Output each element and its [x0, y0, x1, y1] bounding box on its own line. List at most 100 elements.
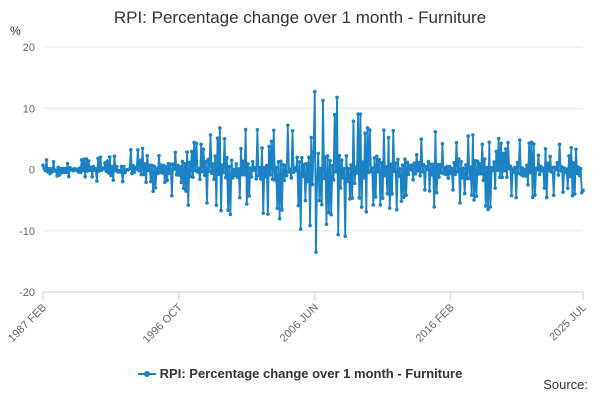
data-point — [505, 175, 509, 179]
data-point — [185, 150, 189, 154]
data-point — [360, 160, 365, 164]
data-point — [377, 157, 381, 162]
data-point — [255, 127, 260, 132]
data-point — [475, 159, 480, 164]
data-point — [546, 161, 550, 166]
data-point — [194, 141, 199, 146]
y-tick-label: -20 — [19, 287, 35, 299]
data-point — [472, 198, 476, 202]
data-point — [512, 170, 516, 174]
data-point — [535, 168, 540, 172]
data-point — [223, 175, 228, 180]
data-point — [115, 164, 119, 169]
data-point — [549, 170, 554, 174]
data-point — [170, 193, 174, 198]
data-point — [177, 173, 181, 177]
data-point — [259, 177, 263, 181]
data-point — [387, 206, 392, 210]
data-point — [396, 157, 400, 162]
data-point — [246, 162, 250, 166]
data-point — [211, 162, 215, 166]
data-point — [383, 173, 387, 178]
data-point — [86, 159, 91, 163]
data-point — [214, 203, 219, 207]
data-point — [179, 180, 184, 185]
data-point — [543, 147, 548, 151]
data-point — [309, 135, 314, 140]
data-point — [250, 160, 255, 164]
data-point — [189, 149, 194, 154]
data-point — [184, 189, 188, 193]
data-point — [93, 166, 98, 171]
data-point — [523, 174, 528, 178]
data-point — [49, 167, 53, 171]
data-point — [180, 159, 185, 164]
data-point — [288, 167, 292, 172]
data-point — [393, 161, 398, 165]
data-point — [364, 210, 369, 214]
data-point — [234, 162, 239, 166]
data-point — [444, 172, 448, 177]
data-point — [109, 173, 113, 178]
data-point — [268, 172, 273, 177]
data-point — [359, 205, 364, 209]
data-point — [271, 128, 276, 133]
data-point — [236, 167, 241, 171]
data-point — [54, 168, 58, 173]
data-point — [451, 188, 455, 192]
data-point — [298, 227, 303, 231]
data-point — [187, 160, 192, 165]
data-point — [220, 163, 225, 168]
data-point — [209, 171, 214, 176]
data-point — [123, 170, 127, 175]
data-point — [329, 212, 333, 217]
data-point — [232, 167, 236, 172]
data-point — [453, 172, 458, 177]
data-point — [78, 170, 83, 175]
data-point — [143, 162, 147, 166]
data-point — [330, 164, 335, 168]
data-point — [418, 173, 422, 178]
data-point — [283, 163, 288, 168]
data-point — [485, 165, 489, 170]
data-point — [106, 171, 111, 175]
data-point — [577, 173, 582, 178]
data-point — [195, 170, 200, 174]
data-point — [406, 172, 411, 177]
data-point — [141, 172, 146, 177]
data-point — [412, 161, 417, 165]
data-point — [500, 175, 504, 180]
data-point — [227, 164, 232, 169]
data-point — [563, 170, 568, 174]
data-point — [508, 164, 513, 168]
data-point — [230, 176, 235, 180]
data-point — [339, 158, 344, 162]
data-point — [247, 194, 251, 198]
data-point — [267, 144, 271, 149]
data-point — [448, 171, 453, 176]
data-point — [371, 203, 376, 207]
data-point — [196, 166, 201, 171]
data-point — [353, 165, 358, 169]
data-point — [344, 154, 349, 158]
data-point — [118, 170, 123, 174]
legend[interactable]: RPI: Percentage change over 1 month - Fu… — [0, 366, 600, 381]
data-point — [483, 204, 488, 208]
data-point — [278, 159, 283, 164]
data-point — [132, 170, 137, 174]
data-point — [564, 167, 569, 171]
data-point — [440, 141, 445, 146]
data-point — [145, 153, 150, 158]
data-point — [425, 167, 430, 172]
data-point — [324, 222, 329, 227]
data-point — [558, 168, 563, 173]
data-point — [350, 196, 355, 200]
data-point — [314, 250, 318, 254]
data-point — [414, 152, 419, 157]
data-point — [433, 129, 438, 134]
data-point — [411, 177, 415, 182]
data-point — [390, 192, 394, 196]
data-point — [479, 171, 483, 176]
data-point — [256, 173, 261, 178]
data-point — [352, 181, 357, 185]
